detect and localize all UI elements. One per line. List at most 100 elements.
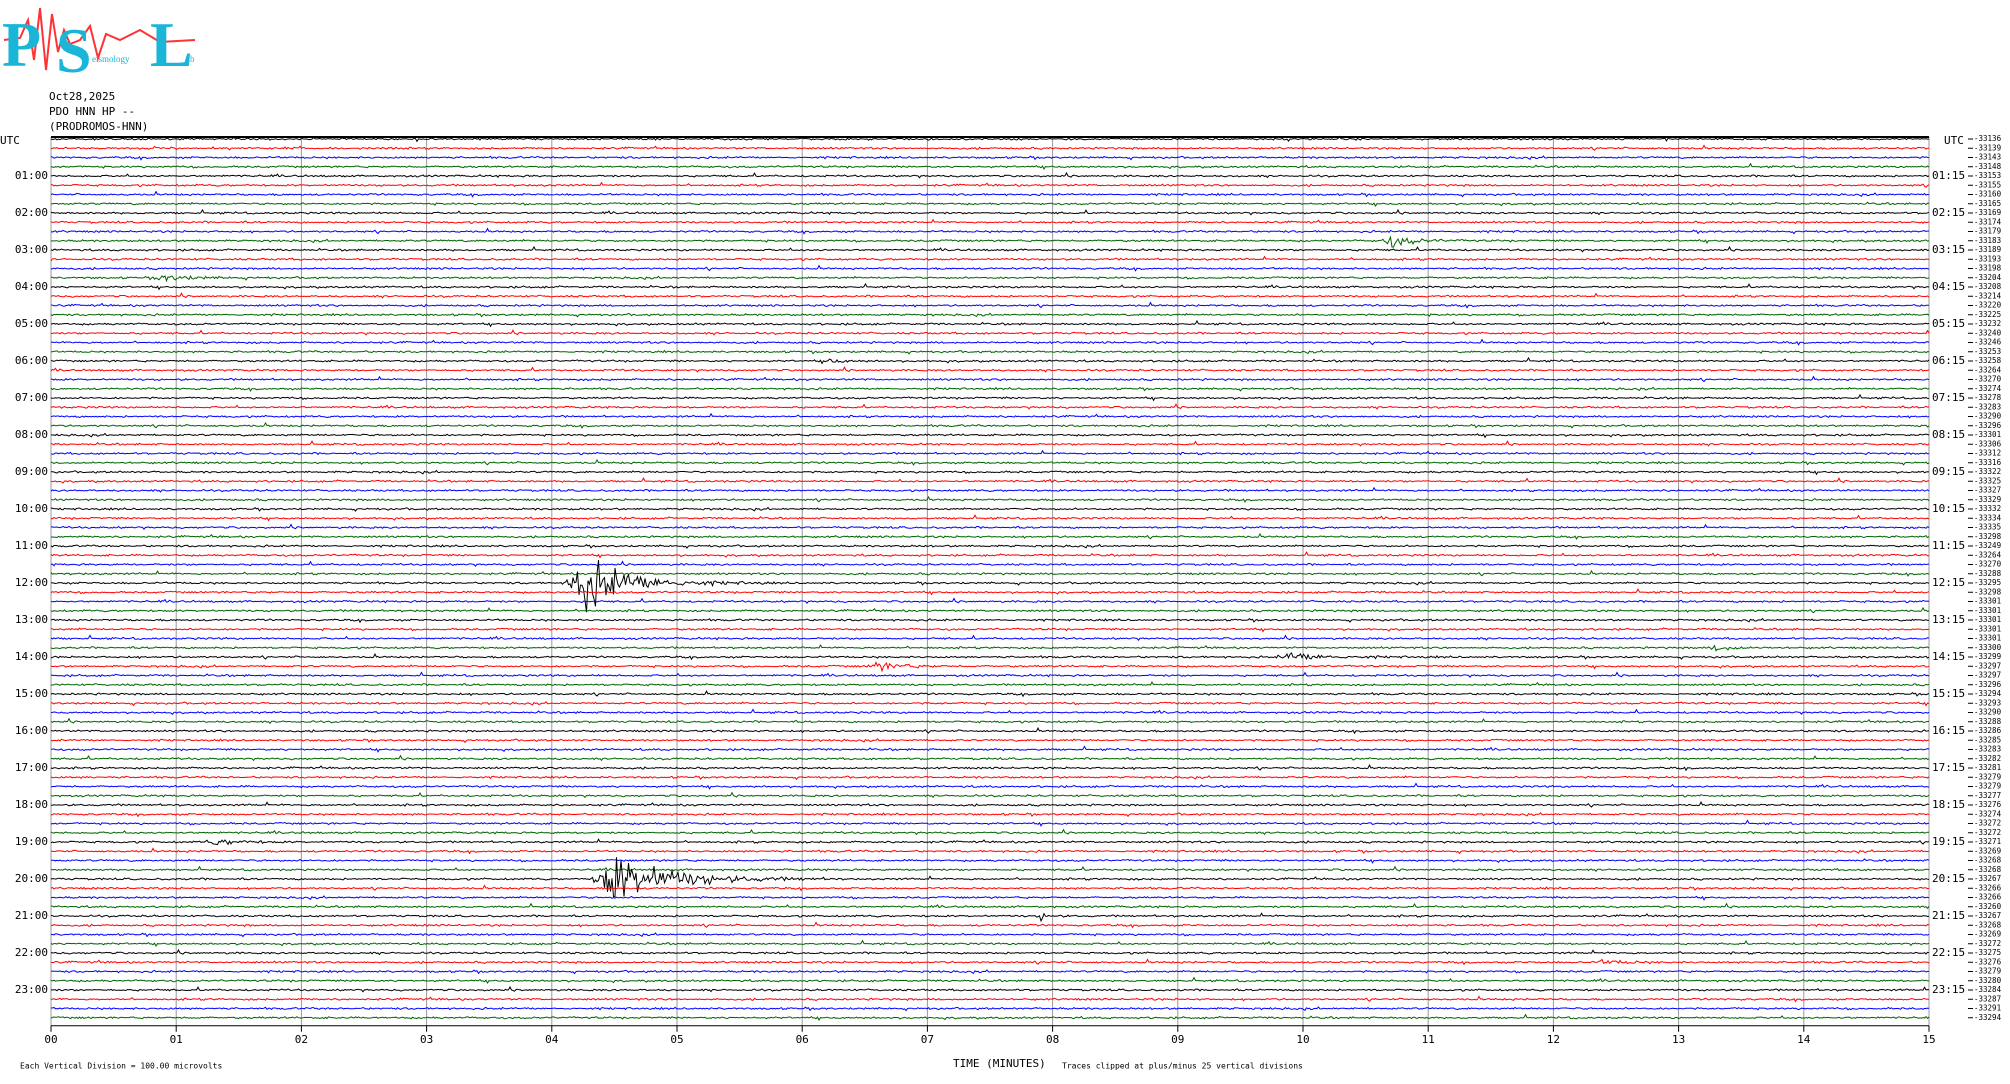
trace — [50, 366, 1930, 373]
trace-offset: -33275 — [1974, 948, 2001, 957]
trace — [50, 969, 1929, 975]
trace-offset: -33266 — [1974, 893, 2002, 902]
trace — [50, 514, 1930, 522]
trace — [50, 812, 1930, 818]
left-time-label: 14:00 — [15, 650, 48, 663]
trace — [50, 458, 1930, 466]
trace-offset: -33165 — [1974, 199, 2001, 208]
left-time-label: 05:00 — [15, 317, 48, 330]
trace-offset: -33277 — [1974, 791, 2001, 800]
trace-offset: -33298 — [1974, 532, 2002, 541]
x-tick-label: 04 — [545, 1033, 559, 1046]
x-tick-label: 10 — [1296, 1033, 1309, 1046]
x-tick-label: 07 — [921, 1033, 934, 1046]
trace — [50, 932, 1930, 938]
trace-offset: -33296 — [1974, 680, 2002, 689]
trace-offset: -33325 — [1974, 476, 2001, 485]
logo-letter: L — [150, 9, 193, 80]
trace-offset: -33301 — [1974, 430, 2001, 439]
trace — [50, 292, 1930, 299]
trace — [50, 865, 1930, 873]
right-time-label: 15:15 — [1932, 687, 1965, 700]
trace-offset: -33296 — [1974, 421, 2002, 430]
trace — [50, 432, 1930, 439]
trace — [51, 375, 1930, 383]
trace — [50, 671, 1930, 678]
left-time-label: 10:00 — [15, 502, 48, 515]
trace — [50, 895, 1930, 901]
trace-offset: -33297 — [1974, 661, 2001, 670]
trace — [51, 329, 1930, 336]
trace-offset: -33246 — [1974, 338, 2002, 347]
trace-offset: -33291 — [1974, 1004, 2001, 1013]
trace-offset: -33284 — [1974, 985, 2002, 994]
right-time-label: 07:15 — [1932, 391, 1965, 404]
trace — [50, 282, 1930, 291]
trace — [50, 819, 1930, 827]
trace-offset: -33214 — [1974, 291, 2002, 300]
trace — [51, 319, 1930, 328]
left-time-label: 17:00 — [15, 761, 48, 774]
trace — [51, 1006, 1930, 1012]
left-time-label: 13:00 — [15, 613, 48, 626]
right-time-label: 08:15 — [1932, 428, 1965, 441]
trace — [50, 264, 1930, 272]
trace — [50, 606, 1930, 614]
trace-offset: -33160 — [1974, 190, 2002, 199]
trace — [50, 857, 1930, 898]
trace-offset: -33193 — [1974, 254, 2001, 263]
trace-offset: -33316 — [1974, 458, 2002, 467]
left-time-label: 15:00 — [15, 687, 48, 700]
trace — [50, 449, 1930, 456]
trace-offset: -33290 — [1974, 708, 2002, 717]
trace — [50, 393, 1930, 402]
trace-offset: -33240 — [1974, 328, 2002, 337]
trace — [50, 588, 1930, 596]
info-site: (PRODROMOS-HNN) — [49, 120, 148, 133]
trace — [50, 255, 1929, 262]
trace — [50, 902, 1930, 910]
right-header: UTC — [1944, 134, 1964, 147]
trace — [50, 338, 1930, 346]
trace — [50, 708, 1930, 716]
footer-right: Traces clipped at plus/minus 25 vertical… — [1062, 1062, 1303, 1071]
trace-offset: -33294 — [1974, 689, 2002, 698]
left-time-label: 16:00 — [15, 724, 48, 737]
trace-offset: -33281 — [1974, 763, 2001, 772]
left-time-label: 20:00 — [15, 872, 48, 885]
trace-offset: -33286 — [1974, 726, 2002, 735]
trace-offset: -33272 — [1974, 828, 2001, 837]
trace — [50, 245, 1930, 253]
footer-left: Each Vertical Division = 100.00 microvol… — [20, 1062, 222, 1071]
trace-offset: -33301 — [1974, 634, 2001, 643]
trace — [50, 412, 1930, 419]
trace-offset: -33264 — [1974, 365, 2002, 374]
right-time-label: 05:15 — [1932, 317, 1965, 330]
x-tick-label: 09 — [1171, 1033, 1184, 1046]
trace-offset: -33269 — [1974, 930, 2001, 939]
trace — [50, 135, 1930, 143]
trace-offset: -33327 — [1974, 486, 2001, 495]
trace-offset: -33258 — [1974, 356, 2002, 365]
logo-letter: S — [56, 15, 92, 86]
right-time-label: 12:15 — [1932, 576, 1965, 589]
trace-offset: -33301 — [1974, 597, 2001, 606]
trace-offset: -33329 — [1974, 495, 2001, 504]
trace — [50, 717, 1930, 725]
trace — [50, 652, 1930, 661]
right-time-label: 17:15 — [1932, 761, 1965, 774]
trace-offset: -33272 — [1974, 819, 2001, 828]
trace — [50, 349, 1930, 355]
trace — [50, 948, 1930, 956]
traces — [50, 135, 1930, 1022]
right-time-label: 21:15 — [1932, 909, 1965, 922]
info-date: Oct28,2025 — [49, 90, 115, 103]
trace — [50, 208, 1930, 216]
trace-offset: -33272 — [1974, 939, 2001, 948]
trace — [50, 754, 1930, 762]
trace-offset: -33322 — [1974, 467, 2001, 476]
left-time-label: 01:00 — [15, 169, 48, 182]
trace-offset: -33279 — [1974, 967, 2001, 976]
trace-offset: -33264 — [1974, 550, 2002, 559]
left-time-label: 18:00 — [15, 798, 48, 811]
